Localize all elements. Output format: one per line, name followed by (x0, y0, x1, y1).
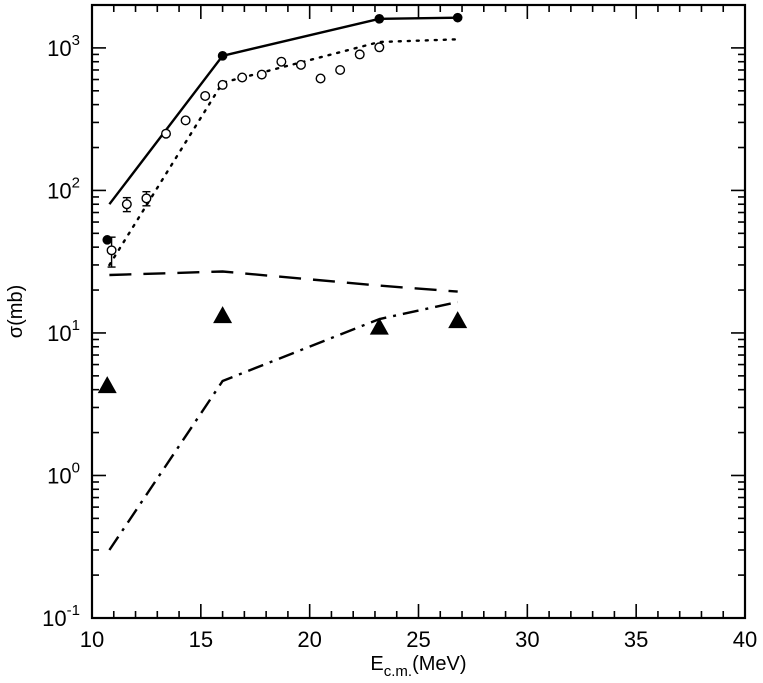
x-axis-title-sub: c.m. (384, 663, 412, 680)
filled-triangle-point (369, 317, 389, 335)
x-tick-label: 25 (406, 627, 430, 652)
filled-triangle-point (213, 306, 233, 324)
y-tick-label: 101 (47, 317, 80, 346)
x-tick-label: 15 (189, 627, 213, 652)
open-circle-point (200, 90, 211, 101)
open-circle-point (161, 128, 172, 139)
open-circle-point (237, 72, 248, 83)
filled-triangle-point (97, 376, 117, 394)
series-line-dashed (109, 270, 458, 293)
series-line-dashdot (108, 300, 458, 551)
y-tick-label: 103 (47, 32, 80, 61)
open-circle-point (354, 49, 365, 60)
series-line-solid (108, 16, 458, 205)
y-tick-label: 100 (47, 459, 80, 488)
x-tick-label: 40 (733, 627, 757, 652)
open-circle-point (295, 59, 306, 70)
open-circle-point (121, 199, 132, 210)
series-line-dotted (108, 38, 459, 267)
plot-frame (90, 3, 747, 620)
x-tick-label: 35 (624, 627, 648, 652)
y-axis-title: σ(mb) (5, 285, 27, 338)
y-tick-label: 102 (47, 174, 80, 203)
y-tick-labels: 10-1 100 101 102 103 (42, 32, 80, 631)
x-tick-label: 20 (297, 627, 321, 652)
series-lines (108, 16, 459, 551)
open-circle-point (276, 56, 287, 67)
open-circle-point (256, 69, 267, 80)
open-circle-point (180, 115, 191, 126)
x-tick-label: 30 (515, 627, 539, 652)
open-circle-point (217, 79, 228, 90)
filled-circle-point (217, 51, 228, 61)
open-circle-point (335, 64, 346, 75)
y-tick-label: 10-1 (42, 602, 80, 631)
x-tick-labels: 10 15 20 25 30 35 40 (80, 627, 757, 652)
x-axis-title: Ec.m.(MeV) (370, 653, 466, 680)
open-circle-point (374, 42, 385, 53)
open-circle-point (106, 245, 117, 256)
filled-circle-point (374, 14, 385, 24)
x-tick-label: 10 (80, 627, 104, 652)
open-circle-point (315, 73, 326, 84)
x-axis-title-main: E (370, 653, 383, 675)
x-axis-title-unit: (MeV) (412, 653, 466, 675)
data-markers (97, 12, 468, 394)
filled-triangle-point (448, 311, 468, 329)
open-circle-point (141, 193, 152, 204)
filled-circle-point (452, 12, 463, 23)
